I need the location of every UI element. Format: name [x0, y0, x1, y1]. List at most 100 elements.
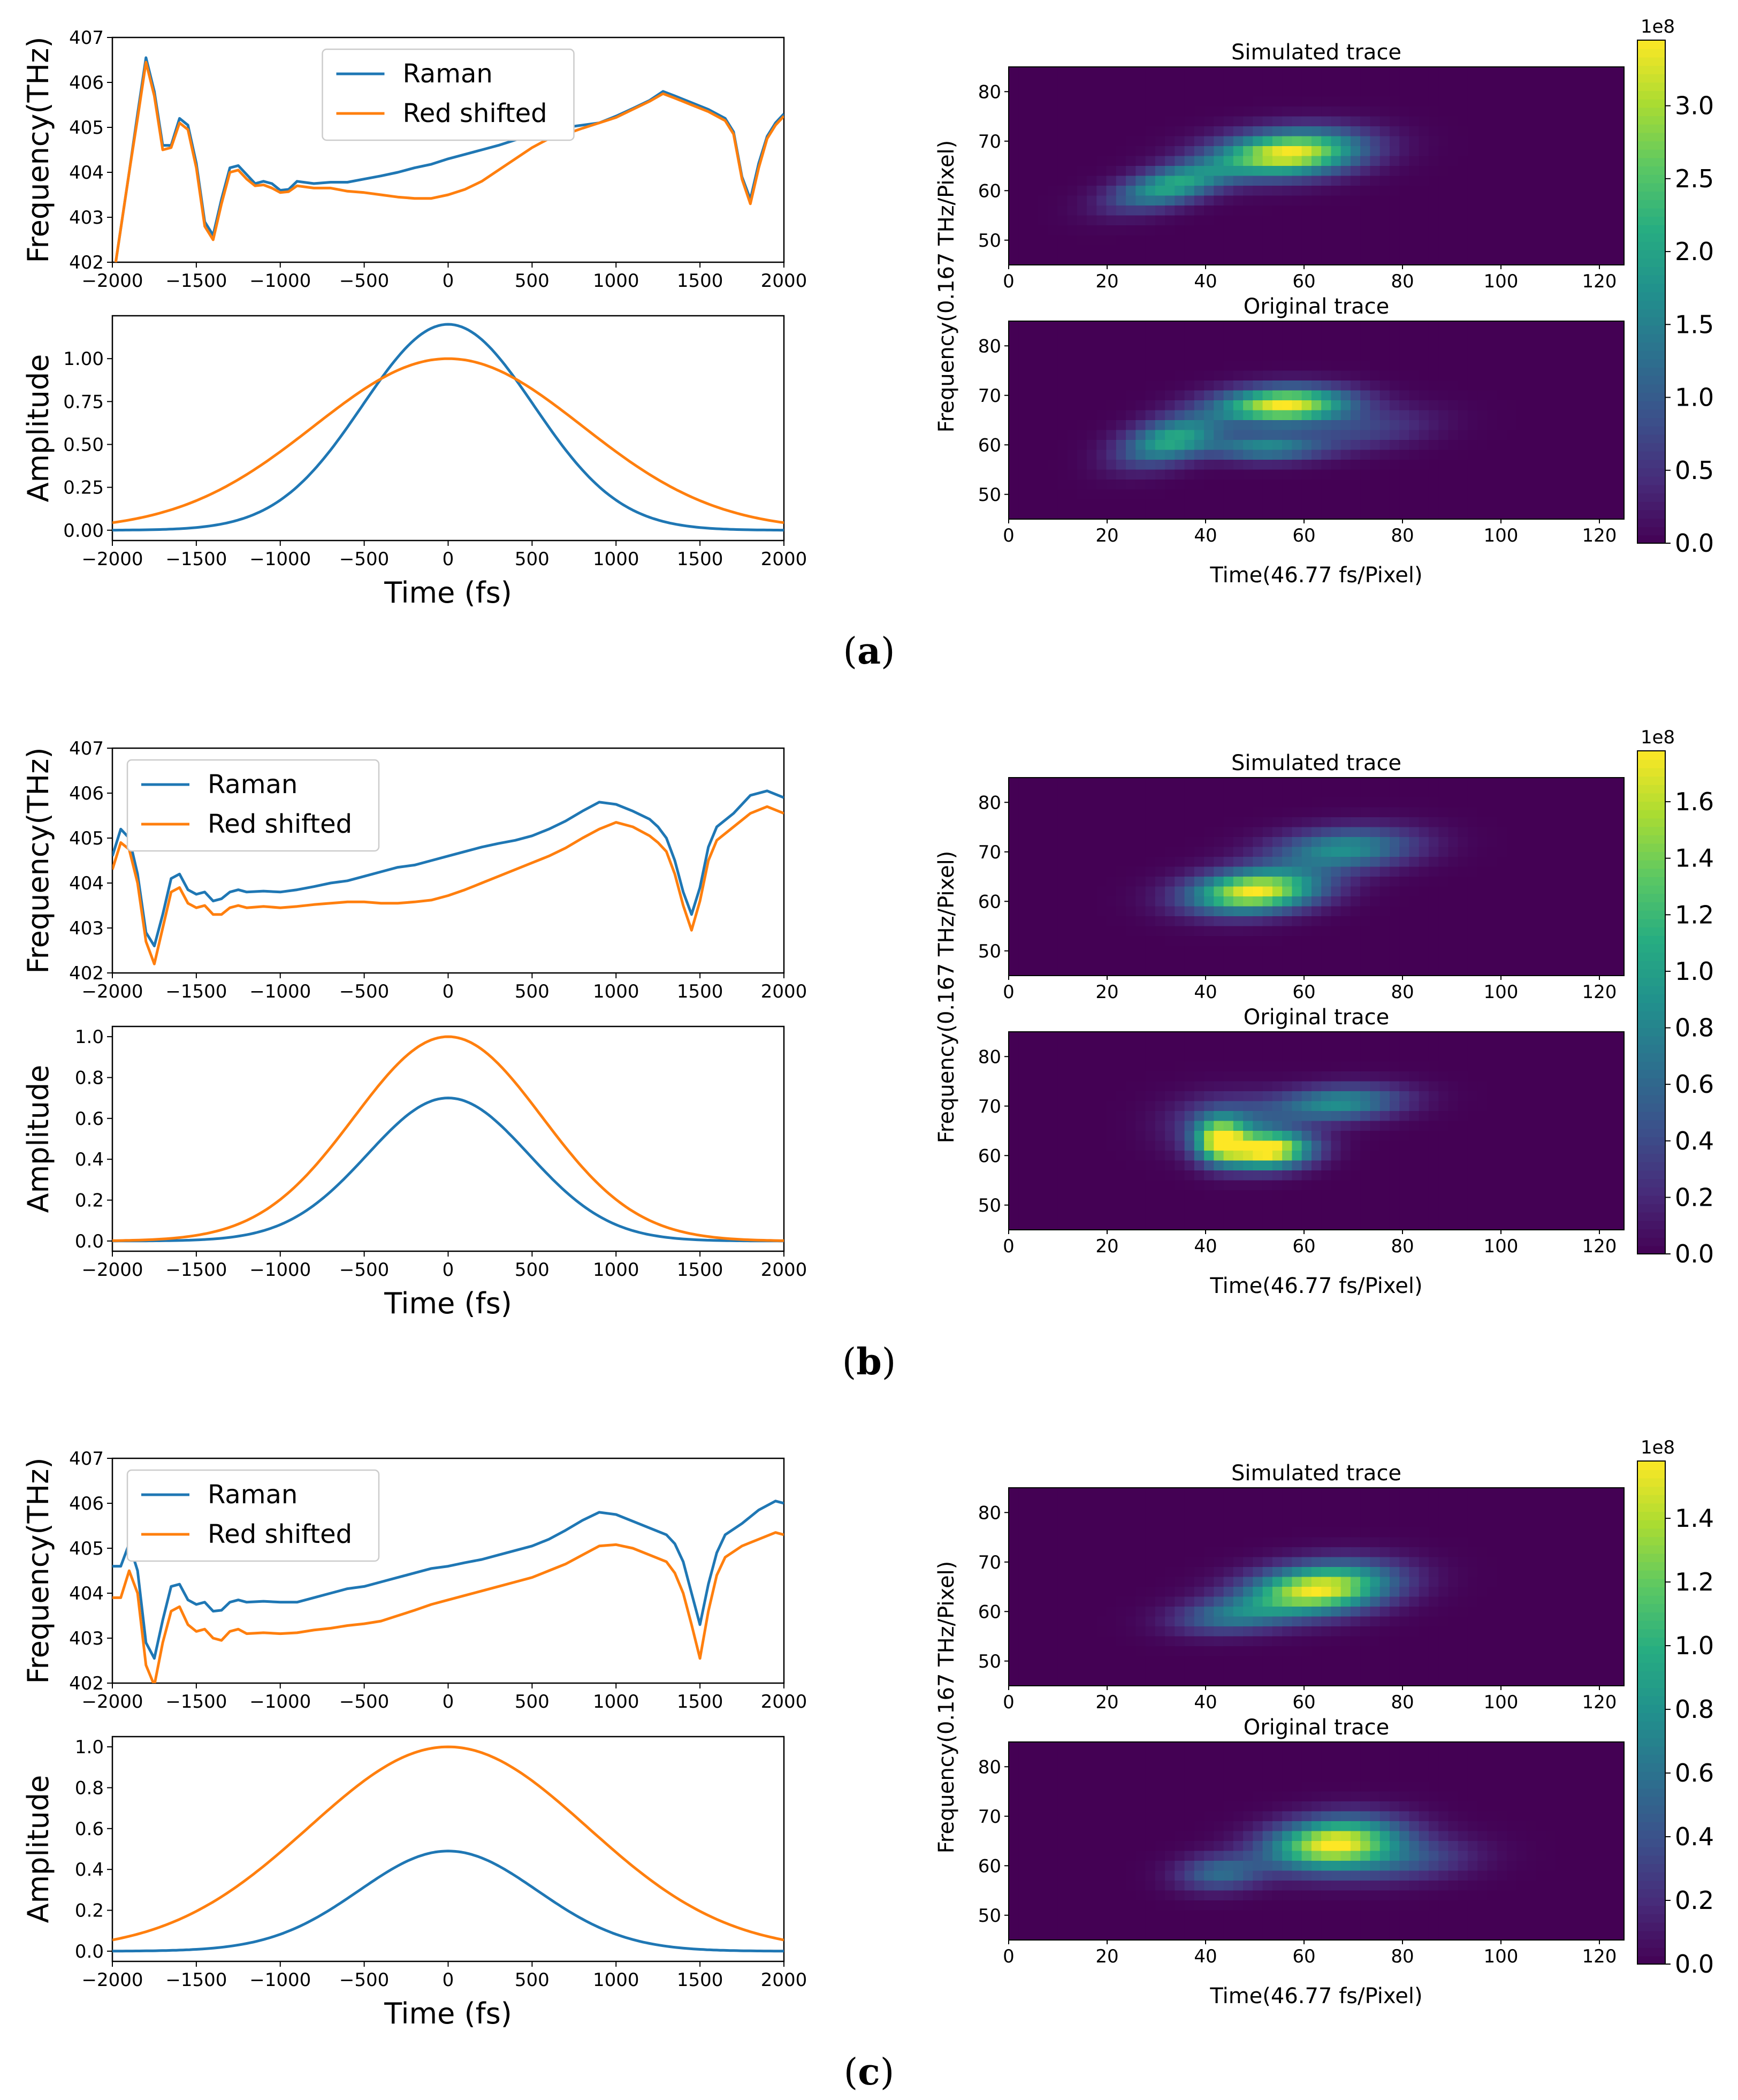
heat-cell	[1419, 509, 1429, 520]
heat-cell	[1497, 817, 1507, 828]
heat-cell	[1204, 1140, 1215, 1151]
heat-cell	[1507, 1151, 1518, 1161]
heat-cell	[1223, 877, 1234, 887]
heat-cell	[1292, 206, 1302, 216]
heat-cell	[1175, 176, 1185, 186]
heat-cell	[1565, 176, 1576, 186]
heat-cell	[1409, 1061, 1420, 1072]
heat-cell	[1126, 166, 1137, 177]
heat-cell	[1604, 877, 1615, 887]
heat-cell	[1204, 225, 1215, 236]
heat-cell	[1448, 916, 1459, 927]
heat-cell	[1487, 410, 1498, 421]
heat-cell	[1487, 837, 1498, 848]
heat-cell	[1106, 837, 1117, 848]
heat-cell	[1155, 341, 1165, 352]
heat-cell	[1360, 787, 1371, 798]
heat-cell	[1087, 1140, 1097, 1151]
heat-cell	[1301, 787, 1312, 798]
heat-cell	[1077, 787, 1087, 798]
heat-cell	[1487, 847, 1498, 857]
heat-cell	[1038, 1111, 1048, 1122]
heat-cell	[1419, 1052, 1429, 1062]
heat-cell	[1282, 797, 1293, 808]
heat-cell	[1292, 430, 1302, 440]
heat-cell	[1175, 778, 1185, 788]
legend-label: Red shifted	[208, 809, 352, 839]
heat-cell	[1243, 400, 1254, 411]
heat-cell	[1233, 321, 1244, 332]
colorbar-segment	[1637, 82, 1665, 91]
heat-cell	[1116, 877, 1126, 887]
heat-cell	[1262, 460, 1273, 470]
heat-cell	[1009, 1151, 1019, 1161]
heat-cell	[1233, 1032, 1244, 1043]
heat-cell	[1106, 390, 1117, 401]
heat-cell	[1556, 420, 1566, 431]
heat-cell	[1487, 1140, 1498, 1151]
heat-cell	[1428, 1140, 1439, 1151]
heat-cell	[1243, 877, 1254, 887]
heat-cell	[1184, 136, 1195, 147]
heat-cell	[1379, 225, 1390, 236]
heat-cell	[1126, 186, 1137, 196]
heat-cell	[1272, 916, 1283, 927]
heat-cell	[1536, 469, 1546, 480]
heat-cell	[1077, 906, 1087, 917]
heat-cell	[1467, 361, 1478, 371]
heat-cell	[1165, 499, 1176, 510]
y-tick-label: 404	[69, 162, 104, 184]
heat-cell	[1448, 837, 1459, 848]
heat-cell	[1243, 1101, 1254, 1112]
heat-cell	[1321, 225, 1332, 236]
heat-cell	[1565, 866, 1576, 877]
heat-cell	[1106, 381, 1117, 391]
heat-cell	[1262, 896, 1273, 907]
heat-cell	[1301, 331, 1312, 341]
heat-cell	[1516, 381, 1527, 391]
heat-cell	[1536, 106, 1546, 117]
heat-cell	[1428, 1091, 1439, 1102]
heat-cell	[1389, 946, 1400, 956]
heat-cell	[1448, 420, 1459, 431]
heat-cell	[1467, 499, 1478, 510]
heat-cell	[1292, 186, 1302, 196]
heat-cell	[1048, 1151, 1058, 1161]
heat-cell	[1165, 877, 1176, 887]
heat-cell	[1038, 926, 1048, 937]
heat-cell	[1009, 410, 1019, 421]
heat-cell	[1321, 1061, 1332, 1072]
heat-cell	[1507, 866, 1518, 877]
heat-cell	[1018, 778, 1029, 788]
heat-cell	[1379, 1151, 1390, 1161]
heat-cell	[1595, 1061, 1605, 1072]
heat-cell	[1526, 1151, 1537, 1161]
heat-cell	[1282, 186, 1293, 196]
heat-cell	[1038, 807, 1048, 818]
heat-cell	[1438, 965, 1449, 976]
heat-cell	[1438, 116, 1449, 127]
series-line-raman	[112, 1097, 784, 1243]
heat-cell	[1448, 956, 1459, 967]
heat-cell	[1614, 450, 1625, 460]
heat-cell	[1419, 787, 1429, 798]
heat-cell	[1057, 126, 1068, 137]
heat-cell	[1497, 469, 1507, 480]
heat-cell	[1477, 946, 1488, 956]
heat-cell	[1272, 1091, 1283, 1102]
heat-cell	[1379, 489, 1390, 500]
y-tick-label: 407	[69, 738, 104, 759]
heat-cell	[1467, 146, 1478, 157]
heat-cell	[1155, 450, 1165, 460]
heat-cell	[1282, 1101, 1293, 1112]
heat-cell	[1145, 420, 1156, 431]
heat-cell	[1087, 827, 1097, 838]
heat-cell	[1438, 136, 1449, 147]
heat-cell	[1614, 1071, 1625, 1082]
heat-cell	[1204, 351, 1215, 361]
heat-cell	[1184, 480, 1195, 490]
heat-cell	[1223, 489, 1234, 500]
heat-cell	[1204, 1151, 1215, 1161]
heat-cell	[1087, 400, 1097, 411]
